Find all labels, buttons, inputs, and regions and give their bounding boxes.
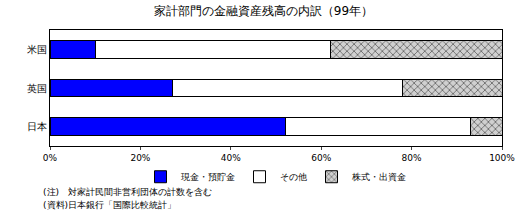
svg-text:日本: 日本 — [27, 121, 47, 132]
svg-text:米国: 米国 — [27, 44, 47, 55]
svg-text:40%: 40% — [221, 153, 241, 163]
svg-text:0%: 0% — [43, 153, 58, 163]
svg-text:英国: 英国 — [27, 83, 47, 94]
svg-text:20%: 20% — [130, 153, 150, 163]
svg-text:その他: その他 — [280, 172, 307, 182]
svg-text:(資料)日本銀行「国際比較統計」: (資料)日本銀行「国際比較統計」 — [43, 200, 176, 210]
svg-text:80%: 80% — [402, 153, 422, 163]
svg-text:100%: 100% — [489, 153, 515, 163]
svg-text:家計部門の金融資産残高の内訳（99年）: 家計部門の金融資産残高の内訳（99年） — [154, 4, 373, 18]
svg-text:現金・預貯金: 現金・預貯金 — [181, 172, 235, 182]
svg-text:60%: 60% — [311, 153, 331, 163]
svg-text:株式・出資金: 株式・出資金 — [351, 172, 406, 182]
svg-text:(注) 対家計民間非営利団体の計数を含む: (注) 対家計民間非営利団体の計数を含む — [43, 187, 212, 197]
